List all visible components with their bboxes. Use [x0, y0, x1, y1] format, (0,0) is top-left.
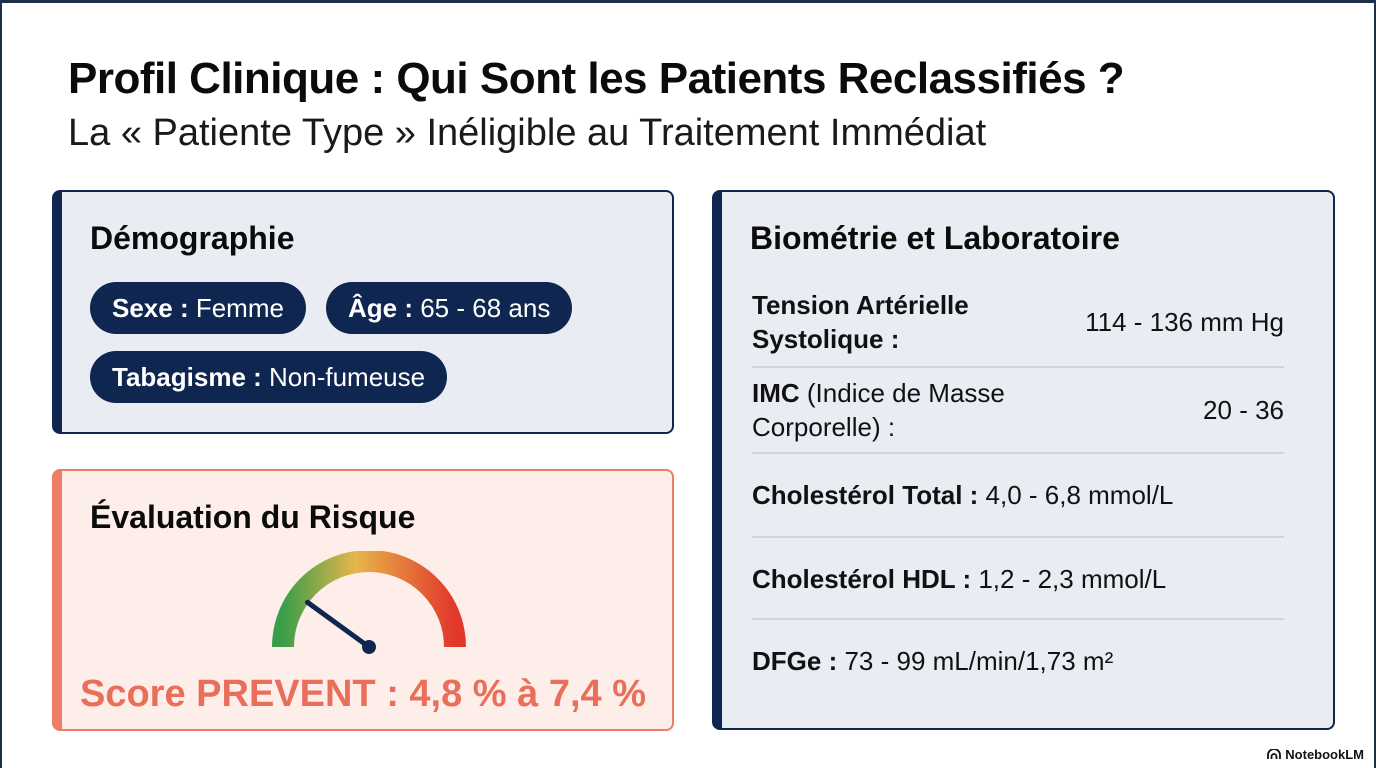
gauge-arc: [272, 551, 466, 648]
sex-pill: Sexe : Femme: [90, 282, 306, 334]
age-label: Âge :: [348, 293, 413, 323]
sex-value: Femme: [188, 293, 284, 323]
bio-label-rest: 4,0 - 6,8 mmol/L: [978, 480, 1174, 510]
sex-label: Sexe :: [112, 293, 189, 323]
bio-label-rest: 1,2 - 2,3 mmol/L: [971, 564, 1167, 594]
risk-gauge: [272, 551, 466, 654]
demographics-title: Démographie: [90, 220, 295, 256]
biometrics-card: Biométrie et Laboratoire Tension Artérie…: [712, 190, 1335, 730]
bio-label-bold: Cholestérol HDL :: [752, 564, 972, 594]
biometrics-title: Biométrie et Laboratoire: [750, 220, 1120, 256]
bio-label-rest: 73 - 99 mL/min/1,73 m²: [837, 646, 1114, 676]
bio-value: 20 - 36: [1203, 395, 1284, 425]
bio-label-bold: Tension Artérielle Systolique :: [752, 290, 969, 354]
row-divider: [752, 452, 1284, 454]
row-divider: [752, 536, 1284, 538]
bio-label-bold: IMC: [752, 378, 800, 408]
bio-row-systolic: Tension Artérielle Systolique : 114 - 13…: [752, 288, 1284, 358]
bio-row-total-cholesterol: Cholestérol Total : 4,0 - 6,8 mmol/L: [752, 478, 1284, 512]
frame-top-border: [0, 0, 1376, 3]
risk-card: Évaluation du Risque Score PREVENT : 4,8…: [52, 469, 674, 731]
risk-title: Évaluation du Risque: [90, 499, 416, 535]
brand-watermark: NotebookLM: [1267, 747, 1364, 762]
row-divider: [752, 618, 1284, 620]
smoking-value: Non-fumeuse: [261, 362, 426, 392]
bio-row-egfr: DFGe : 73 - 99 mL/min/1,73 m²: [752, 644, 1284, 678]
notebooklm-icon: [1267, 749, 1282, 759]
brand-name: NotebookLM: [1285, 747, 1364, 762]
smoking-label: Tabagisme :: [112, 362, 262, 392]
prevent-score: Score PREVENT : 4,8 % à 7,4 %: [79, 673, 646, 715]
demographics-card: Démographie Sexe : Femme Âge : 65 - 68 a…: [52, 190, 674, 434]
page-subtitle: La « Patiente Type » Inéligible au Trait…: [68, 112, 987, 154]
bio-value: 114 - 136 mm Hg: [1085, 307, 1284, 337]
gauge-hub: [362, 640, 376, 654]
bio-row-hdl-cholesterol: Cholestérol HDL : 1,2 - 2,3 mmol/L: [752, 562, 1284, 596]
row-divider: [752, 366, 1284, 368]
bio-label-bold: DFGe :: [752, 646, 838, 676]
gauge-needle: [305, 599, 372, 650]
age-value: 65 - 68 ans: [413, 293, 551, 323]
bio-label-bold: Cholestérol Total :: [752, 480, 979, 510]
age-pill: Âge : 65 - 68 ans: [326, 282, 573, 334]
bio-label-rest: (Indice de Masse Corporelle) :: [752, 378, 1005, 442]
smoking-pill: Tabagisme : Non-fumeuse: [90, 351, 448, 403]
page-title: Profil Clinique : Qui Sont les Patients …: [68, 54, 1125, 103]
bio-row-bmi: IMC (Indice de Masse Corporelle) : 20 - …: [752, 376, 1284, 446]
